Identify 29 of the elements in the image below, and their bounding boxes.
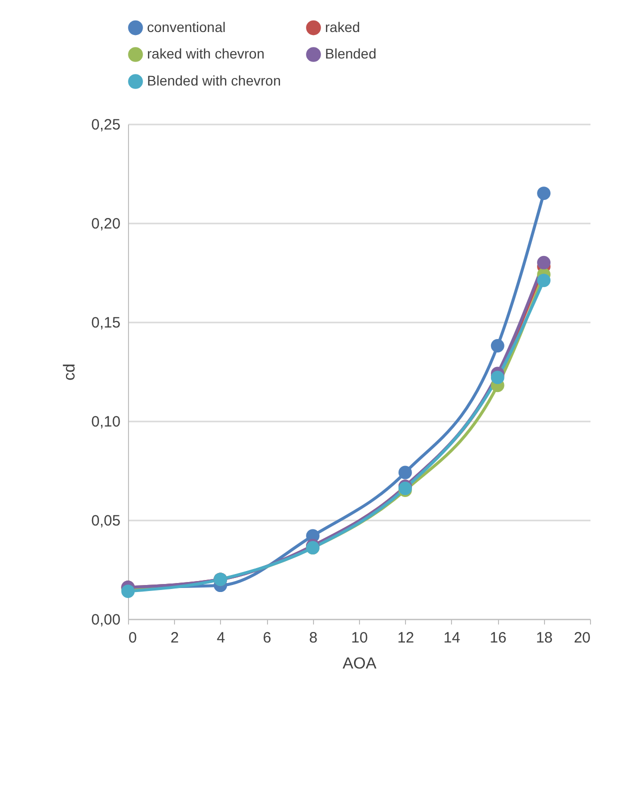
x-tick-label: 2 [170,630,179,646]
x-tick-label: 20 [574,630,590,646]
x-tick-label: 12 [397,630,414,646]
x-tick-label: 6 [262,630,272,646]
point [537,186,551,200]
point [537,274,551,288]
x-axis-title: AOA [342,656,377,672]
point [490,339,504,352]
x-tick-label: 16 [490,630,506,646]
x-tick-label: 18 [536,630,553,646]
point [537,256,551,270]
y-tick-label: 0,20 [91,216,120,232]
legend-label: conventional [147,18,226,35]
x-tick-label: 14 [444,630,460,646]
y-tick-label: 0,15 [91,314,120,332]
x-tick-label: 8 [309,630,318,646]
legend-label: raked with chevron [147,46,265,62]
y-tick-label: 0,00 [91,612,120,628]
y-axis-title: cd [61,364,78,380]
y-tick-label: 0,05 [91,512,120,530]
legend-label: Blended [325,46,376,62]
x-tick-label: 0 [128,630,137,646]
point [398,466,412,480]
legend-label: Blended with chevron [147,72,281,88]
y-tick-label: 0,10 [91,414,120,430]
x-tick-label: 10 [351,630,368,646]
y-tick-label: 0,25 [91,116,120,134]
legend-label: raked [325,18,360,35]
x-tick-label: 4 [216,630,226,646]
